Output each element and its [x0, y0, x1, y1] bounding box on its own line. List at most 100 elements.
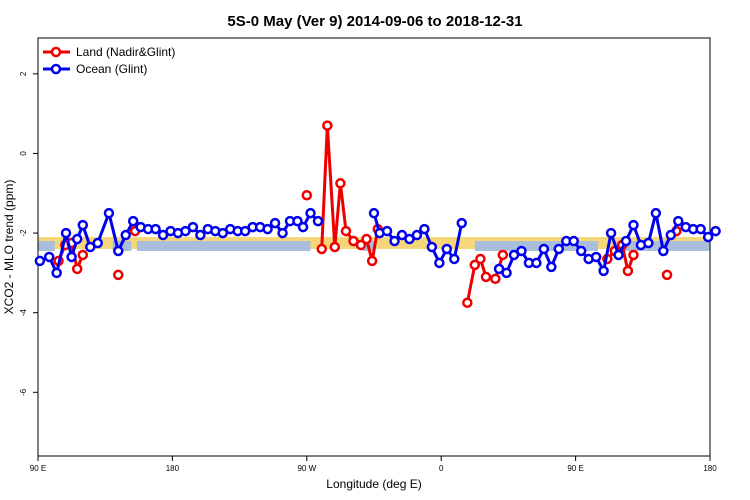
data-point [469, 259, 481, 271]
data-point [516, 245, 527, 257]
x-tick-label: 180 [166, 464, 180, 473]
series-line [320, 124, 380, 263]
data-point [292, 215, 303, 227]
x-axis-label: Longitude (deg E) [326, 477, 421, 491]
data-point [628, 249, 639, 261]
legend-label-land: Land (Nadir&Glint) [76, 45, 175, 59]
data-point [51, 267, 62, 279]
data-point [508, 249, 520, 261]
x-axis-ticks: 90 E 180 90 W 0 90 E 180 [30, 456, 717, 473]
data-point [71, 233, 83, 245]
data-point [702, 231, 714, 243]
data-point [590, 251, 602, 263]
data-point [710, 225, 721, 237]
data-point [658, 245, 669, 257]
data-point [127, 215, 139, 227]
data-point [449, 253, 460, 265]
series-layer [34, 120, 721, 308]
data-point [77, 249, 89, 261]
data-point [366, 255, 378, 267]
data-point [456, 217, 467, 229]
data-point [462, 297, 473, 308]
data-point [381, 225, 393, 237]
x-tick-label: 90 W [297, 464, 316, 473]
legend-entry-land: Land (Nadir&Glint) [43, 45, 175, 59]
data-point [322, 120, 333, 131]
x-tick-label: 0 [439, 464, 444, 473]
data-point [120, 229, 131, 241]
y-axis-label: XCO2 - MLO trend (ppm) [2, 180, 16, 315]
y-axis-ticks: 2 0 -2 -4 -6 [19, 71, 38, 396]
data-point [217, 227, 229, 239]
data-point [157, 229, 169, 241]
band-1-segment-2 [136, 241, 311, 251]
data-point [361, 233, 372, 245]
data-point [301, 189, 313, 201]
data-point [441, 243, 453, 255]
data-point [665, 229, 677, 241]
data-point [355, 239, 367, 251]
data-point [60, 227, 72, 239]
data-point [66, 251, 77, 263]
y-tick-label: -6 [19, 388, 28, 396]
data-point [426, 241, 438, 253]
data-point [329, 241, 341, 253]
x-tick-label: 180 [703, 464, 717, 473]
data-point [411, 229, 423, 241]
data-point [538, 243, 550, 255]
y-tick-label: 0 [19, 151, 28, 156]
data-point [92, 237, 103, 249]
data-point [661, 269, 673, 281]
data-point [312, 215, 324, 227]
data-point [553, 243, 565, 255]
data-point [103, 207, 115, 219]
data-point [150, 223, 161, 235]
data-point [650, 207, 662, 219]
data-point [277, 227, 288, 239]
data-point [239, 225, 251, 237]
y-tick-label: 2 [19, 71, 28, 76]
data-point [480, 271, 492, 283]
data-point [396, 229, 408, 241]
data-point [195, 229, 206, 241]
data-point [348, 235, 359, 247]
data-point [34, 255, 46, 267]
data-point [71, 263, 83, 275]
legend-label-ocean: Ocean (Glint) [76, 62, 147, 76]
data-point [673, 215, 684, 227]
data-point [531, 257, 542, 269]
data-point [113, 269, 124, 281]
data-point [43, 251, 55, 263]
data-point [605, 227, 617, 239]
data-point [620, 235, 632, 247]
chart-title: 5S-0 May (Ver 9) 2014-09-06 to 2018-12-3… [227, 13, 522, 30]
data-point [262, 223, 273, 235]
band-1-segment-4 [474, 241, 598, 251]
data-point [404, 233, 415, 245]
data-point [434, 257, 445, 269]
data-point [305, 207, 316, 219]
x-tick-label: 90 E [30, 464, 46, 473]
legend-marker-land [50, 46, 62, 58]
data-point [113, 245, 124, 257]
data-point [622, 265, 634, 277]
series-0 [53, 120, 682, 308]
plot-frame [37, 37, 711, 457]
data-point [85, 241, 96, 253]
data-point [695, 223, 706, 235]
data-point [643, 237, 654, 249]
data-point [493, 263, 505, 275]
data-point [490, 273, 501, 285]
data-point [340, 225, 352, 237]
band-1-segment-0 [38, 241, 55, 251]
data-point [613, 249, 624, 261]
data-point [187, 221, 199, 233]
legend-marker-ocean [50, 63, 62, 75]
data-point [335, 178, 346, 189]
data-point [546, 261, 557, 273]
data-point [297, 221, 309, 233]
data-point [575, 245, 587, 257]
series-1 [34, 207, 721, 279]
data-point [77, 219, 89, 231]
